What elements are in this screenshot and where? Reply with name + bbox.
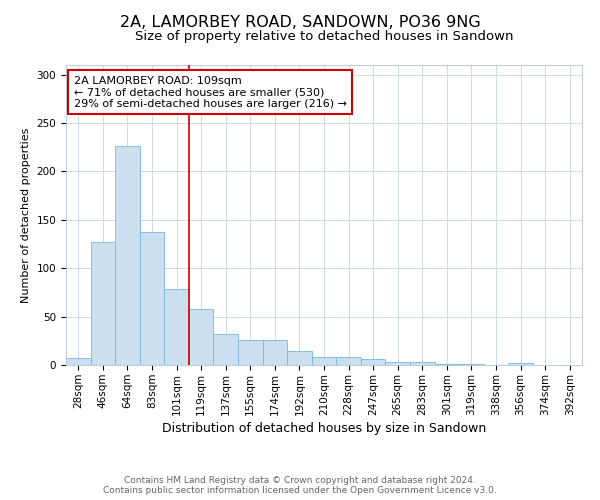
Bar — [263, 340, 287, 365]
Bar — [214, 334, 238, 365]
Text: 2A, LAMORBEY ROAD, SANDOWN, PO36 9NG: 2A, LAMORBEY ROAD, SANDOWN, PO36 9NG — [119, 15, 481, 30]
Bar — [410, 362, 434, 365]
Bar — [238, 340, 263, 365]
Bar — [385, 362, 410, 365]
Bar — [115, 146, 140, 365]
Bar — [361, 359, 385, 365]
Bar — [459, 364, 484, 365]
Text: Contains HM Land Registry data © Crown copyright and database right 2024.
Contai: Contains HM Land Registry data © Crown c… — [103, 476, 497, 495]
Bar — [508, 363, 533, 365]
Bar — [91, 242, 115, 365]
Bar — [312, 358, 336, 365]
Title: Size of property relative to detached houses in Sandown: Size of property relative to detached ho… — [135, 30, 513, 43]
Bar — [164, 288, 189, 365]
Bar — [287, 352, 312, 365]
Text: 2A LAMORBEY ROAD: 109sqm
← 71% of detached houses are smaller (530)
29% of semi-: 2A LAMORBEY ROAD: 109sqm ← 71% of detach… — [74, 76, 347, 108]
Bar — [336, 358, 361, 365]
Bar — [434, 364, 459, 365]
X-axis label: Distribution of detached houses by size in Sandown: Distribution of detached houses by size … — [162, 422, 486, 434]
Bar — [66, 358, 91, 365]
Y-axis label: Number of detached properties: Number of detached properties — [21, 128, 31, 302]
Bar — [189, 309, 214, 365]
Bar — [140, 232, 164, 365]
